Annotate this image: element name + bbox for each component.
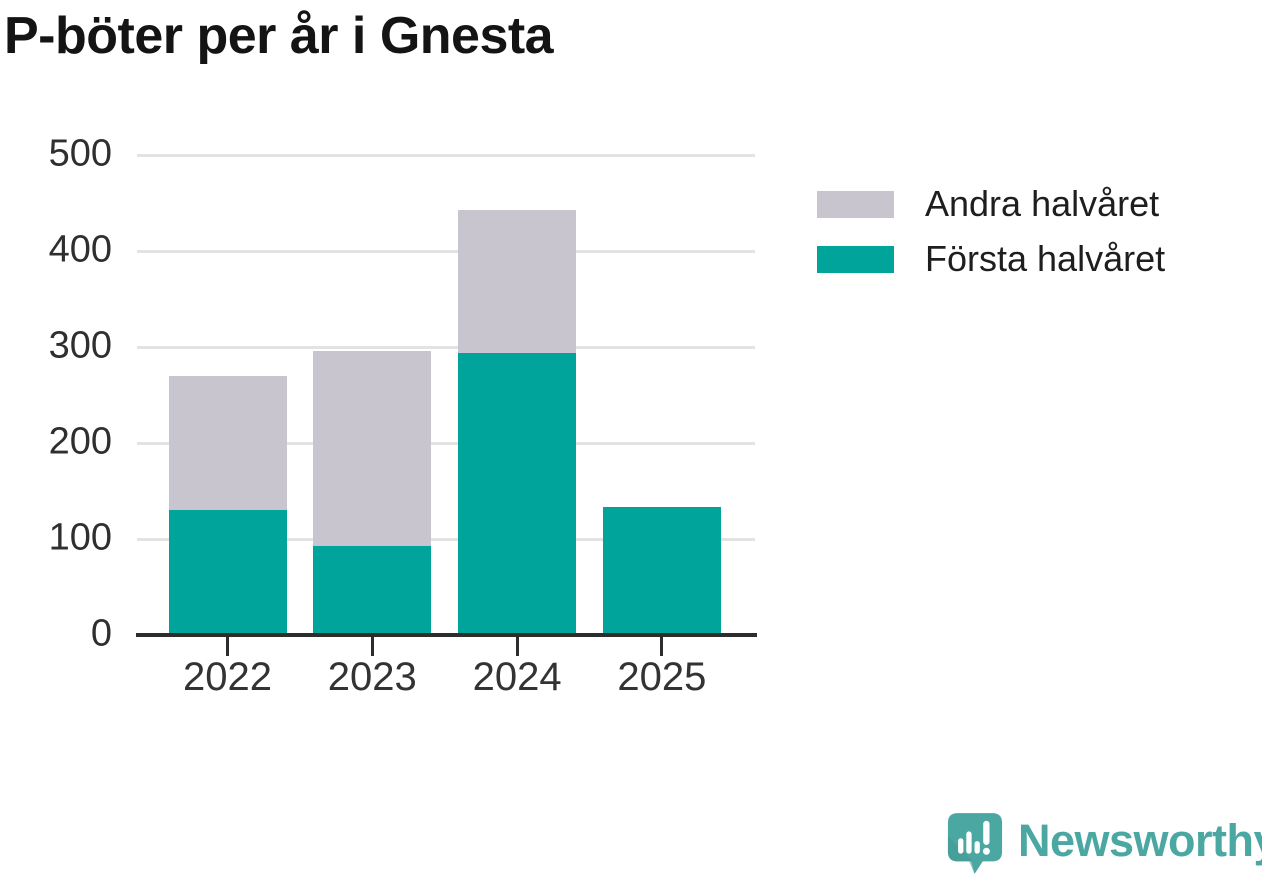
y-tick-label: 0 (90, 612, 112, 655)
x-tick (660, 637, 664, 656)
bar-segment (168, 510, 287, 635)
gridline (137, 345, 755, 349)
x-tick (515, 637, 519, 656)
gridline (137, 537, 755, 541)
legend-swatch (817, 190, 894, 218)
x-tick-label: 2024 (472, 655, 562, 699)
x-tick-label: 2025 (617, 655, 707, 699)
bar-segment (313, 545, 432, 635)
bar-segment (458, 352, 577, 635)
y-tick-label: 500 (48, 132, 112, 175)
x-tick (370, 637, 374, 656)
gridline (137, 153, 755, 157)
x-tick-label: 2022 (183, 655, 272, 699)
y-tick-label: 300 (48, 324, 112, 367)
chart-title: P-böter per år i Gnesta (4, 7, 554, 65)
x-axis-line (136, 633, 757, 637)
newsworthy-logo-icon (947, 813, 1003, 874)
x-tick-label: 2023 (327, 655, 417, 699)
x-tick (226, 637, 229, 656)
bar-segment (602, 507, 721, 635)
bar-segment (313, 350, 432, 546)
legend-label: Första halvåret (925, 238, 1166, 279)
gridline (137, 249, 755, 253)
newsworthy-branding: Newsworthy (946, 810, 1262, 878)
newsworthy-logo-text: Newsworthy (1018, 815, 1262, 866)
bar-segment (458, 209, 577, 353)
y-tick-label: 100 (48, 516, 112, 559)
bar-segment (168, 375, 287, 511)
legend: Andra halvåret Första halvåret (817, 183, 1165, 300)
y-tick-label: 200 (48, 420, 112, 463)
legend-item: Andra halvåret (817, 183, 1165, 224)
gridline (137, 441, 755, 445)
y-tick-label: 400 (48, 228, 112, 271)
legend-swatch (817, 245, 894, 273)
legend-item: Första halvåret (817, 238, 1165, 279)
legend-label: Andra halvåret (925, 183, 1160, 224)
